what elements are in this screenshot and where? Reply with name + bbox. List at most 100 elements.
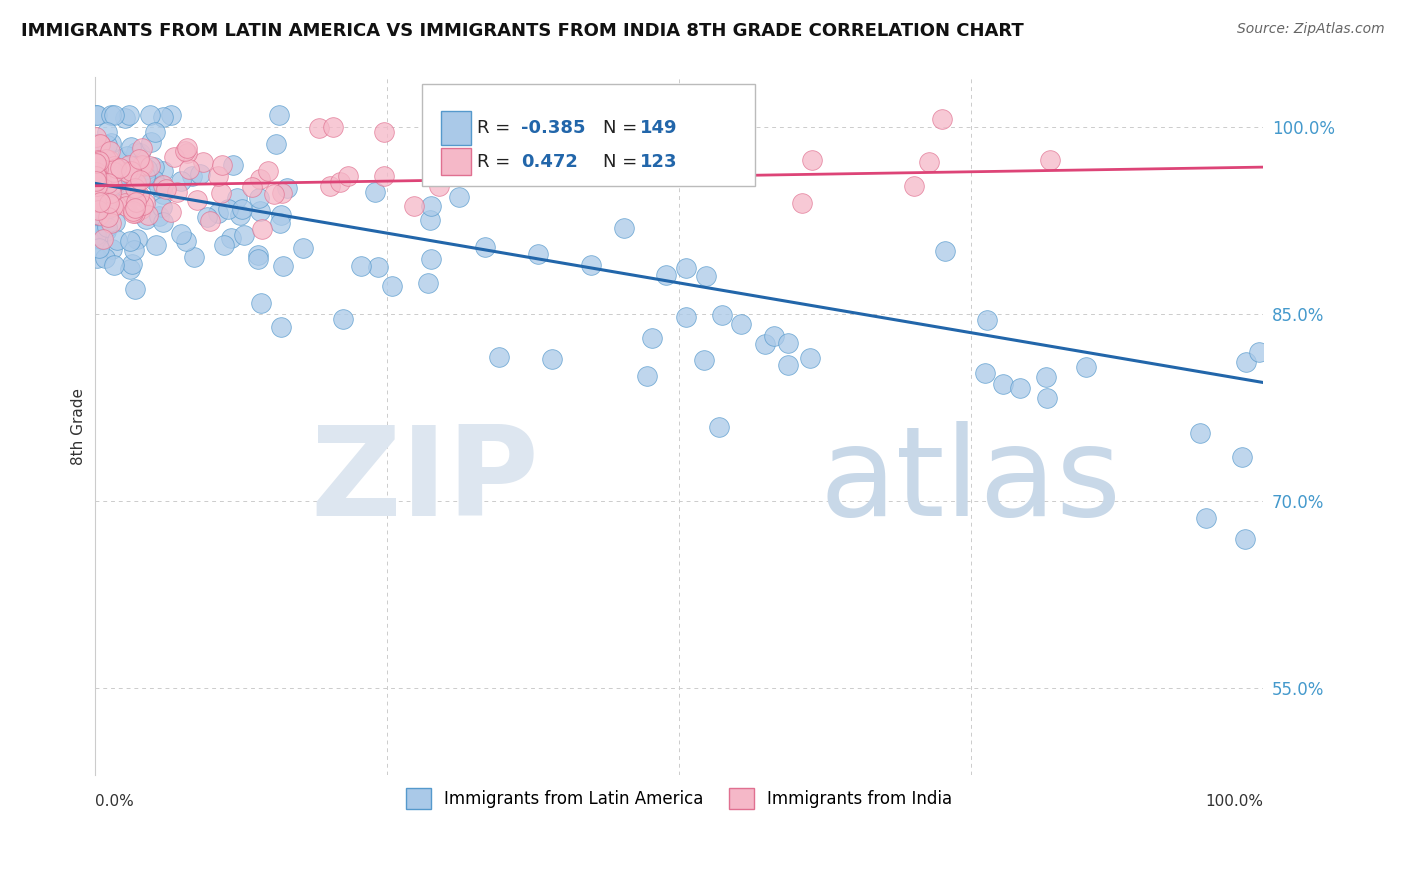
Point — [976, 312, 998, 326]
Point — [98, 153, 121, 167]
Text: R =: R = — [477, 153, 522, 171]
Point — [87, 177, 110, 191]
Point — [90, 200, 112, 214]
Point — [87, 208, 110, 222]
Point — [86, 252, 108, 266]
Point — [1035, 369, 1057, 384]
Point — [122, 204, 145, 219]
Point — [166, 185, 188, 199]
Point — [89, 219, 111, 233]
Point — [115, 165, 138, 179]
Point — [416, 276, 439, 290]
Text: 149: 149 — [640, 119, 678, 136]
Point — [89, 202, 111, 217]
Point — [128, 153, 150, 167]
Point — [931, 112, 953, 126]
Point — [918, 155, 941, 169]
Point — [170, 173, 193, 187]
Point — [695, 268, 717, 283]
Point — [90, 232, 112, 246]
Point — [100, 186, 122, 200]
Point — [86, 153, 108, 168]
Point — [141, 135, 163, 149]
Point — [128, 187, 150, 202]
Point — [121, 206, 143, 220]
Point — [89, 194, 111, 209]
Point — [152, 215, 174, 229]
Point — [86, 190, 108, 204]
Point — [176, 141, 198, 155]
Point — [152, 179, 174, 194]
Point — [269, 216, 291, 230]
Point — [641, 331, 664, 345]
Point — [381, 279, 404, 293]
Point — [121, 166, 143, 180]
Point — [84, 178, 107, 193]
Point — [129, 145, 152, 160]
Point — [373, 125, 395, 139]
Point — [84, 146, 107, 161]
Legend: Immigrants from Latin America, Immigrants from India: Immigrants from Latin America, Immigrant… — [399, 781, 959, 815]
Point — [212, 238, 235, 252]
Point — [329, 175, 352, 189]
Point — [186, 193, 208, 207]
Point — [84, 157, 107, 171]
Point — [174, 144, 197, 158]
Point — [654, 268, 676, 283]
Point — [121, 170, 143, 185]
Point — [363, 186, 385, 200]
Point — [111, 182, 134, 196]
Point — [103, 108, 125, 122]
Text: -0.385: -0.385 — [522, 119, 586, 136]
Point — [1010, 380, 1032, 394]
Point — [86, 108, 108, 122]
Point — [1195, 511, 1218, 525]
Point — [332, 312, 354, 326]
Point — [1230, 450, 1253, 464]
Point — [801, 153, 824, 167]
Point — [134, 196, 156, 211]
Point — [101, 178, 124, 192]
Point — [97, 201, 120, 215]
Point — [484, 137, 506, 152]
Point — [125, 176, 148, 190]
Point — [350, 259, 373, 273]
Point — [86, 194, 108, 208]
Point — [104, 161, 127, 175]
Point — [84, 175, 107, 189]
Text: 100.0%: 100.0% — [1205, 794, 1264, 809]
Point — [114, 111, 136, 125]
Point — [456, 126, 478, 140]
Point — [973, 366, 995, 380]
Point — [1074, 360, 1097, 375]
Point — [420, 199, 443, 213]
Point — [125, 145, 148, 159]
Point — [127, 232, 149, 246]
Point — [711, 308, 734, 322]
Point — [308, 120, 330, 135]
Point — [474, 240, 496, 254]
Point — [115, 199, 138, 213]
Point — [87, 161, 110, 176]
Point — [100, 108, 122, 122]
Point — [87, 162, 110, 177]
Text: atlas: atlas — [820, 421, 1122, 542]
Point — [762, 328, 785, 343]
Point — [139, 108, 162, 122]
Point — [86, 192, 108, 206]
Point — [1036, 391, 1059, 405]
Point — [174, 234, 197, 248]
Point — [84, 183, 107, 197]
Point — [118, 166, 141, 180]
Point — [148, 209, 170, 223]
Point — [84, 165, 107, 179]
Point — [257, 164, 280, 178]
Text: 123: 123 — [640, 153, 678, 171]
Point — [188, 167, 211, 181]
Point — [84, 155, 107, 169]
Point — [402, 199, 425, 213]
Point — [373, 169, 395, 183]
Point — [143, 125, 166, 139]
Point — [89, 136, 111, 151]
Point — [693, 353, 716, 368]
